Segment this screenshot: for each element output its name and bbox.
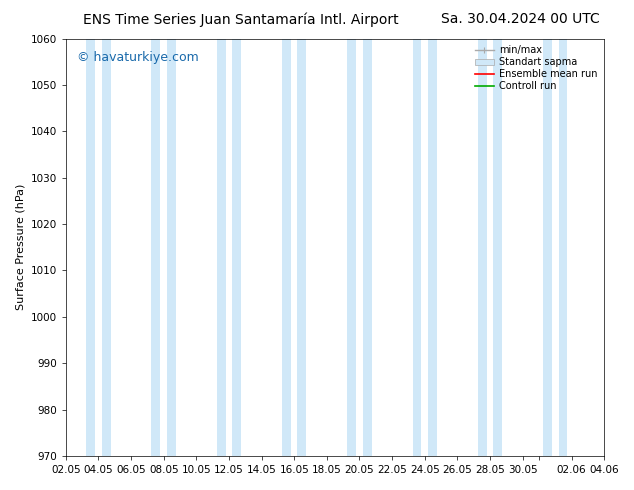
Bar (167, 39, 176, 456)
Bar (232, 39, 241, 456)
Text: ENS Time Series Juan Santamaría Intl. Airport: ENS Time Series Juan Santamaría Intl. Ai… (83, 12, 399, 27)
Bar (86, 39, 95, 456)
Bar (413, 39, 422, 456)
Bar (217, 39, 226, 456)
Bar (543, 39, 552, 456)
Bar (604, 39, 624, 456)
Bar (478, 39, 487, 456)
Bar (363, 39, 372, 456)
Text: Sa. 30.04.2024 00 UTC: Sa. 30.04.2024 00 UTC (441, 12, 599, 26)
Bar (428, 39, 437, 456)
Bar (152, 39, 160, 456)
Bar (297, 39, 306, 456)
Bar (604, 39, 608, 456)
Bar (282, 39, 291, 456)
Bar (347, 39, 356, 456)
Bar (493, 39, 502, 456)
Y-axis label: Surface Pressure (hPa): Surface Pressure (hPa) (15, 184, 25, 311)
Legend: min/max, Standart sapma, Ensemble mean run, Controll run: min/max, Standart sapma, Ensemble mean r… (470, 42, 601, 95)
Text: © havaturkiye.com: © havaturkiye.com (77, 51, 198, 64)
Bar (559, 39, 567, 456)
Bar (101, 39, 111, 456)
